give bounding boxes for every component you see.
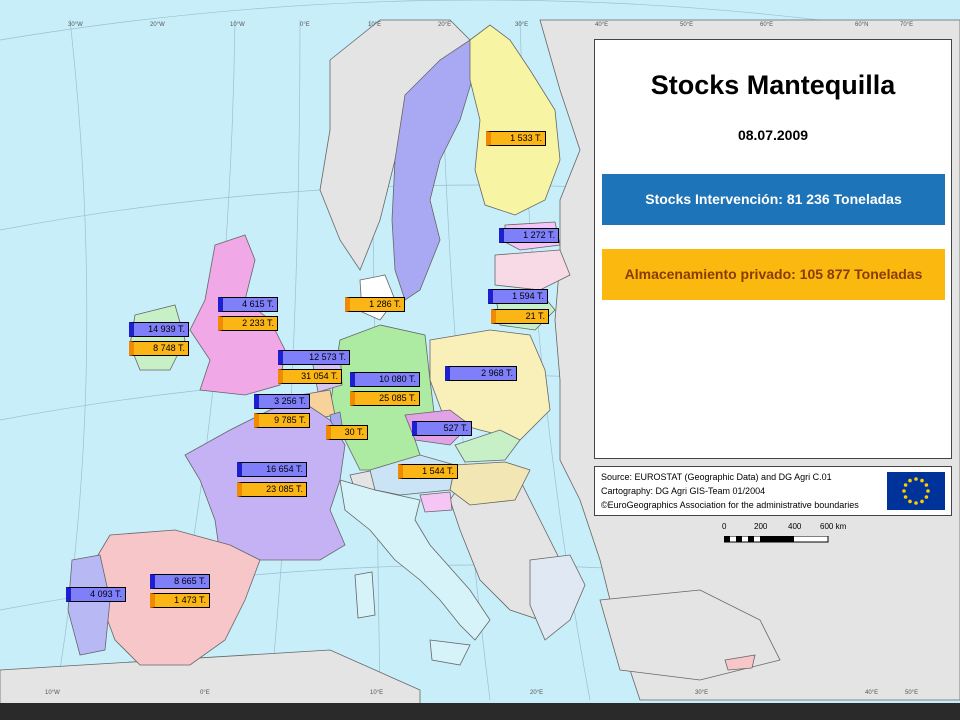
- label-spain-intervention: 8 665 T.: [150, 574, 210, 589]
- latvia: [494, 249, 571, 291]
- sardinia: [354, 571, 376, 619]
- slovakia: [454, 429, 521, 463]
- grid-label: 10°E: [370, 690, 384, 696]
- finland: [469, 24, 561, 216]
- scale-label: 400: [788, 522, 802, 531]
- grid-label: 50°E: [905, 690, 919, 696]
- source-box: Source: EUROSTAT (Geographic Data) and D…: [594, 466, 952, 516]
- label-finland-private: 1 533 T.: [486, 131, 546, 146]
- cyprus: [724, 654, 756, 671]
- grid-label: 30°E: [695, 690, 709, 696]
- scale-bar-graphic: [724, 536, 829, 543]
- grid-label: 10°E: [368, 22, 382, 28]
- grid-label: 60°E: [760, 22, 774, 28]
- sicily: [429, 639, 471, 666]
- map-title: Stocks Mantequilla: [650, 70, 896, 100]
- label-luxembourg-private: 30 T.: [326, 425, 368, 440]
- info-panel: Stocks Mantequilla 08.07.2009 Stocks Int…: [594, 39, 952, 459]
- label-uk-private: 2 233 T.: [218, 316, 278, 331]
- italy: [339, 479, 491, 641]
- label-germany-intervention: 10 080 T.: [350, 372, 420, 387]
- label-ireland-intervention: 14 939 T.: [129, 322, 189, 337]
- label-belgium-intervention: 3 256 T.: [254, 394, 310, 409]
- private-storage-banner: Almacenamiento privado: 105 877 Tonelada…: [602, 249, 945, 300]
- grid-label: 0°E: [300, 22, 310, 28]
- grid-label: 50°E: [680, 22, 694, 28]
- label-estonia-intervention: 1 272 T.: [499, 228, 559, 243]
- grid-label: 20°E: [530, 690, 544, 696]
- label-belgium-private: 9 785 T.: [254, 413, 310, 428]
- label-france-private: 23 085 T.: [237, 482, 307, 497]
- grid-label: 40°E: [595, 22, 609, 28]
- grid-label: 70°E: [900, 22, 914, 28]
- grid-label: 40°E: [865, 690, 879, 696]
- label-portugal-intervention: 4 093 T.: [66, 587, 126, 602]
- scale-label: 200: [754, 522, 768, 531]
- scale-bar: 0 200 400 600 km: [720, 522, 920, 552]
- label-netherlands-intervention: 12 573 T.: [278, 350, 350, 365]
- greece: [529, 554, 586, 641]
- grid-label: 10°W: [45, 690, 60, 696]
- label-czech-intervention: 527 T.: [412, 421, 472, 436]
- cartography-line: Cartography: DG Agri GIS-Team 01/2004: [601, 486, 766, 496]
- intervention-stocks-banner: Stocks Intervención: 81 236 Toneladas: [602, 174, 945, 225]
- poland: [429, 329, 551, 441]
- source-line: Source: EUROSTAT (Geographic Data) and D…: [601, 472, 832, 482]
- label-uk-intervention: 4 615 T.: [218, 297, 278, 312]
- label-denmark-private: 1 286 T.: [345, 297, 405, 312]
- label-germany-private: 25 085 T.: [350, 391, 420, 406]
- label-latvia-private: 21 T.: [491, 309, 549, 324]
- label-netherlands-private: 31 054 T.: [278, 369, 342, 384]
- uk: [189, 234, 286, 396]
- map-date: 08.07.2009: [737, 127, 809, 143]
- label-ireland-private: 8 748 T.: [129, 341, 189, 356]
- grid-label: 20°E: [438, 22, 452, 28]
- bottom-strip: [0, 703, 960, 720]
- portugal: [67, 554, 111, 656]
- label-latvia-intervention: 1 594 T.: [488, 289, 548, 304]
- grid-label: 20°W: [150, 22, 165, 28]
- slovenia: [419, 491, 453, 513]
- scale-label: 600 km: [820, 522, 847, 531]
- label-spain-private: 1 473 T.: [150, 593, 210, 608]
- copyright-line: ©EuroGeographics Association for the adm…: [601, 500, 859, 510]
- grid-label: 60°N: [855, 22, 869, 28]
- scale-label: 0: [722, 522, 727, 531]
- label-poland-intervention: 2 968 T.: [445, 366, 517, 381]
- france: [184, 399, 346, 561]
- grid-label: 10°W: [230, 22, 245, 28]
- label-france-intervention: 16 654 T.: [237, 462, 307, 477]
- grid-label: 0°E: [200, 690, 210, 696]
- label-austria-private: 1 544 T.: [398, 464, 458, 479]
- grid-label: 30°E: [515, 22, 529, 28]
- grid-label: 30°W: [68, 22, 83, 28]
- eu-flag-icon: [887, 472, 945, 510]
